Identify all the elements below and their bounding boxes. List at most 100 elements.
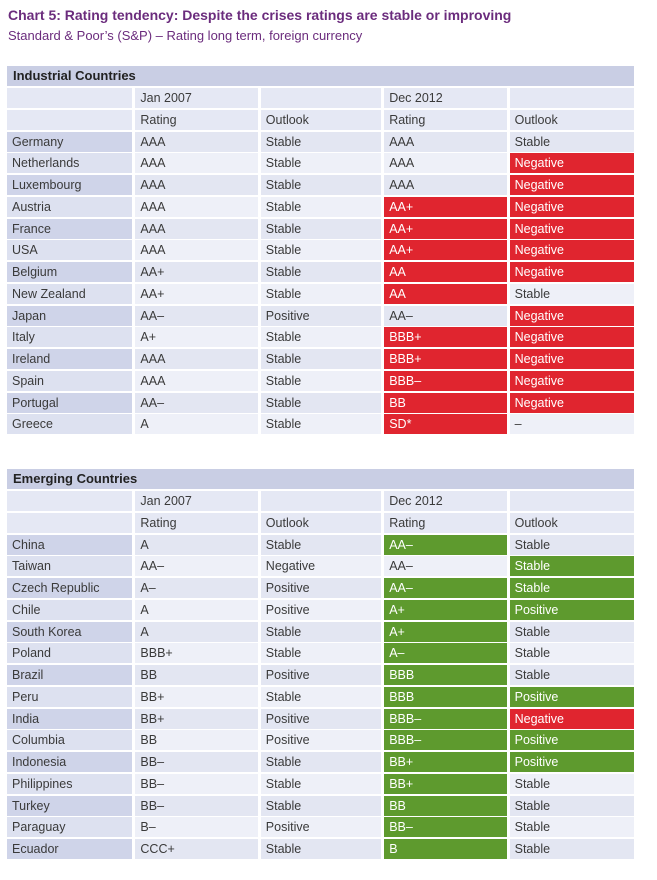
table-row: China A Stable AA– Stable [7, 534, 634, 555]
country-cell: Germany [7, 131, 133, 152]
table-row: Spain AAA Stable BBB– Negative [7, 370, 634, 391]
corner-cell [7, 88, 133, 108]
emerging-countries-table: Emerging Countries Jan 2007 Dec 2012 Rating… [7, 469, 634, 861]
outlook-2012-cell: Negative [509, 708, 634, 729]
table-row: Netherlands AAA Stable AAA Negative [7, 153, 634, 174]
rating-2007-cell: A [135, 599, 258, 620]
outlook-2012-cell: Negative [509, 370, 634, 391]
rating-2012-cell: BB [384, 795, 507, 816]
outlook-2007-cell: Stable [260, 196, 382, 217]
outlook-2007-cell: Stable [260, 686, 382, 707]
outlook-2012-cell: Positive [509, 752, 634, 772]
rating-2012-cell: BB+ [384, 773, 507, 794]
rating-2007-cell: CCC+ [135, 839, 258, 859]
rating-2012-cell: BB+ [384, 752, 507, 772]
outlook-2012-cell: Stable [509, 839, 634, 859]
table-row: Belgium AA+ Stable AA Negative [7, 262, 634, 282]
rating-2007-cell: AAA [135, 349, 258, 369]
outlook-2012-cell: Stable [509, 817, 634, 838]
rating-2012-cell: BBB– [384, 370, 507, 391]
country-cell: Peru [7, 686, 133, 707]
period-label: Dec 2012 [384, 88, 507, 108]
period-header-row: Jan 2007 Dec 2012 [7, 491, 634, 511]
table-row: USA AAA Stable AA+ Negative [7, 240, 634, 261]
rating-2012-cell: AAA [384, 131, 507, 152]
rating-2012-cell: AA– [384, 305, 507, 326]
rating-2007-cell: BB– [135, 795, 258, 816]
column-header-row: Rating Outlook Rating Outlook [7, 512, 634, 533]
corner-cell [7, 512, 133, 533]
country-cell: Taiwan [7, 556, 133, 577]
table-row: Czech Republic A– Positive AA– Stable [7, 578, 634, 598]
rating-2012-cell: BBB+ [384, 349, 507, 369]
outlook-2012-cell: – [509, 414, 634, 435]
period-spacer [260, 88, 382, 108]
outlook-2007-cell: Stable [260, 773, 382, 794]
table-row: South Korea A Stable A+ Stable [7, 621, 634, 642]
column-header: Rating [384, 109, 507, 130]
table-row: Ecuador CCC+ Stable B Stable [7, 839, 634, 859]
chart-title: Chart 5: Rating tendency: Despite the cr… [8, 7, 512, 23]
outlook-2007-cell: Stable [260, 283, 382, 304]
outlook-2007-cell: Stable [260, 262, 382, 282]
outlook-2007-cell: Stable [260, 621, 382, 642]
rating-2012-cell: A+ [384, 599, 507, 620]
period-spacer [509, 491, 634, 511]
rating-2012-cell: BBB– [384, 708, 507, 729]
outlook-2007-cell: Positive [260, 665, 382, 685]
country-cell: Greece [7, 414, 133, 435]
table-row: Poland BBB+ Stable A– Stable [7, 643, 634, 664]
table-row: Taiwan AA– Negative AA– Stable [7, 556, 634, 577]
country-cell: Netherlands [7, 153, 133, 174]
country-cell: Philippines [7, 773, 133, 794]
outlook-2012-cell: Stable [509, 795, 634, 816]
rating-2007-cell: AAA [135, 131, 258, 152]
outlook-2012-cell: Negative [509, 262, 634, 282]
outlook-2012-cell: Stable [509, 131, 634, 152]
outlook-2007-cell: Stable [260, 752, 382, 772]
table-row: Germany AAA Stable AAA Stable [7, 131, 634, 152]
rating-2012-cell: AAA [384, 153, 507, 174]
rating-2007-cell: BB– [135, 773, 258, 794]
rating-2012-cell: A+ [384, 621, 507, 642]
section-title: Industrial Countries [7, 66, 634, 86]
outlook-2007-cell: Stable [260, 327, 382, 348]
rating-2012-cell: AA [384, 262, 507, 282]
country-cell: Brazil [7, 665, 133, 685]
rating-2007-cell: AA– [135, 305, 258, 326]
outlook-2012-cell: Positive [509, 599, 634, 620]
rating-2007-cell: AA– [135, 556, 258, 577]
rating-2012-cell: AA+ [384, 218, 507, 239]
outlook-2007-cell: Stable [260, 240, 382, 261]
country-cell: Austria [7, 196, 133, 217]
industrial-countries-table: Industrial Countries Jan 2007 Dec 2012 Rati… [7, 66, 634, 436]
rating-2007-cell: AAA [135, 196, 258, 217]
rating-2007-cell: AAA [135, 153, 258, 174]
table-row: Paraguay B– Positive BB– Stable [7, 817, 634, 838]
rating-2007-cell: B– [135, 817, 258, 838]
rating-2012-cell: AA– [384, 556, 507, 577]
country-cell: South Korea [7, 621, 133, 642]
column-header: Rating [135, 109, 258, 130]
outlook-2012-cell: Stable [509, 621, 634, 642]
outlook-2012-cell: Stable [509, 665, 634, 685]
country-cell: Indonesia [7, 752, 133, 772]
rating-2012-cell: BB [384, 392, 507, 413]
period-label: Jan 2007 [135, 88, 258, 108]
rating-2007-cell: A [135, 534, 258, 555]
table-row: Brazil BB Positive BBB Stable [7, 665, 634, 685]
table-row: Portugal AA– Stable BB Negative [7, 392, 634, 413]
outlook-2007-cell: Stable [260, 392, 382, 413]
rating-2007-cell: A [135, 414, 258, 435]
outlook-2007-cell: Stable [260, 153, 382, 174]
rating-2012-cell: BB– [384, 817, 507, 838]
rating-2007-cell: AA+ [135, 283, 258, 304]
outlook-2007-cell: Positive [260, 708, 382, 729]
outlook-2012-cell: Negative [509, 305, 634, 326]
column-header: Outlook [260, 512, 382, 533]
section-title: Emerging Countries [7, 469, 634, 489]
table-row: France AAA Stable AA+ Negative [7, 218, 634, 239]
rating-2012-cell: BBB [384, 686, 507, 707]
rating-2007-cell: BB+ [135, 708, 258, 729]
outlook-2007-cell: Stable [260, 839, 382, 859]
